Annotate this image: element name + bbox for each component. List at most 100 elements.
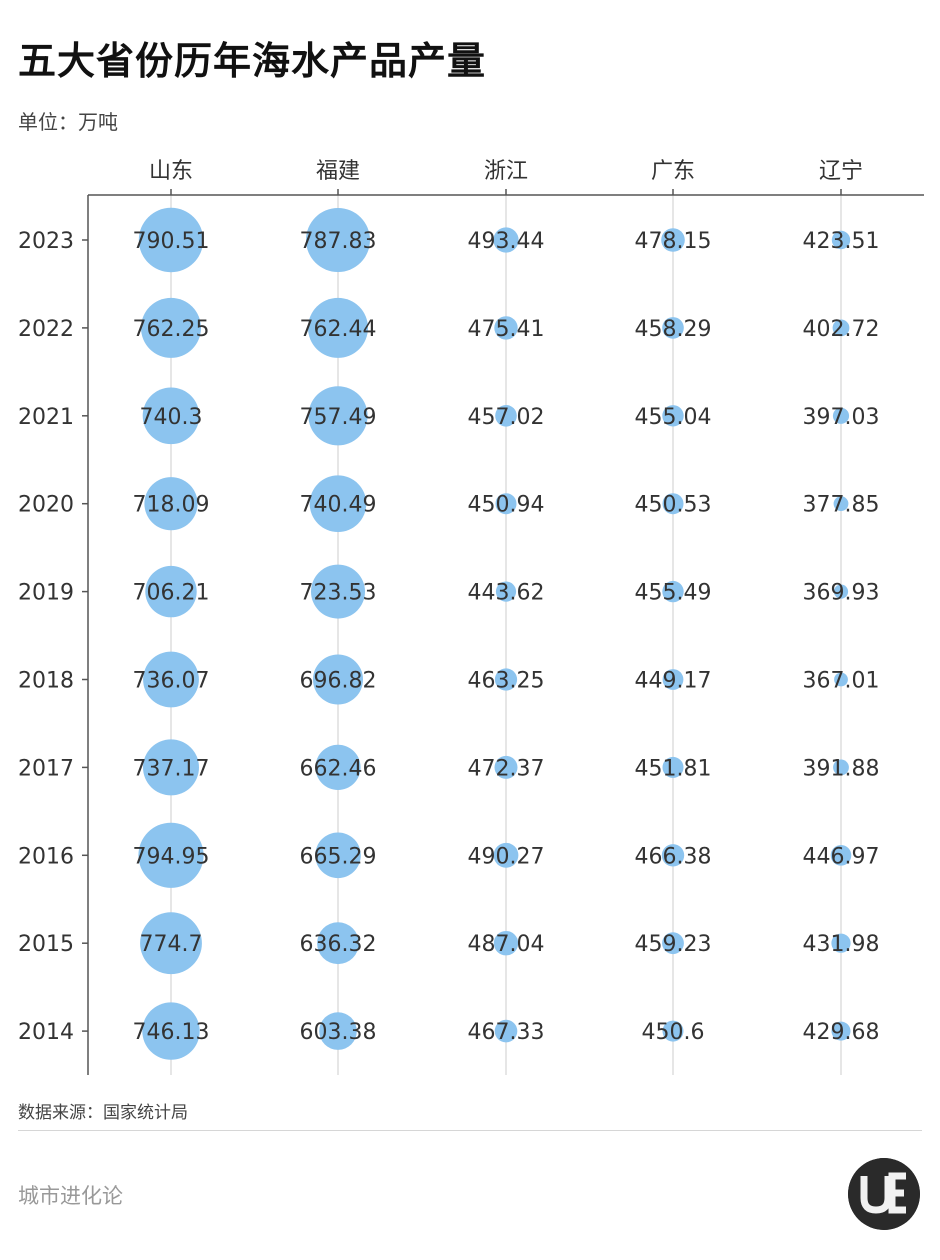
- data-label: 740.49: [300, 493, 377, 518]
- data-label: 466.38: [635, 844, 712, 869]
- data-label: 723.53: [300, 581, 377, 606]
- data-label: 493.44: [468, 229, 545, 254]
- data-label: 459.23: [635, 932, 712, 957]
- bubble: [495, 493, 517, 515]
- bubble: [311, 564, 365, 619]
- bubble: [317, 922, 359, 965]
- bubble: [494, 668, 518, 691]
- bubble: [662, 580, 684, 603]
- data-label: 450.94: [468, 493, 545, 518]
- bubble: [662, 317, 684, 339]
- bubble: [833, 584, 849, 599]
- bubble: [493, 227, 519, 253]
- bubble: [831, 230, 851, 250]
- footer-divider: [18, 1130, 922, 1131]
- data-label: 450.6: [642, 1020, 705, 1045]
- bubble: [662, 932, 684, 955]
- bubble: [662, 405, 684, 427]
- data-source-note: 数据来源：国家统计局: [18, 1103, 188, 1123]
- bubble: [315, 744, 361, 791]
- bubble: [143, 739, 199, 796]
- bubble: [831, 933, 851, 953]
- data-label: 746.13: [133, 1020, 210, 1045]
- row-label: 2022: [18, 317, 74, 342]
- data-label: 665.29: [300, 844, 377, 869]
- data-label: 662.46: [300, 756, 377, 781]
- brand-name: 城市进化论: [18, 1184, 123, 1208]
- bubble: [834, 672, 848, 687]
- bubble: [493, 931, 519, 956]
- bubble: [142, 1002, 200, 1060]
- bubble: [315, 832, 361, 879]
- data-label: 457.02: [468, 405, 545, 430]
- data-label: 740.3: [140, 405, 203, 430]
- bubble: [494, 1019, 518, 1043]
- bubble: [832, 407, 850, 424]
- row-label: 2014: [18, 1020, 74, 1045]
- data-label: 377.85: [803, 493, 880, 518]
- bubble: [662, 493, 684, 515]
- bubble: [309, 475, 367, 532]
- bubble: [319, 1012, 357, 1050]
- row-label: 2023: [18, 229, 74, 254]
- bubble: [833, 759, 849, 776]
- bubble: [308, 297, 368, 358]
- data-label: 718.09: [133, 493, 210, 518]
- data-label: 402.72: [803, 317, 880, 342]
- bubble: [138, 207, 204, 273]
- bubble: [832, 319, 850, 337]
- data-label: 450.53: [635, 493, 712, 518]
- bubble: [145, 565, 197, 618]
- data-label: 391.88: [803, 756, 880, 781]
- data-label: 397.03: [803, 405, 880, 430]
- row-label: 2018: [18, 669, 74, 694]
- data-label: 446.97: [803, 844, 880, 869]
- chart-title: 五大省份历年海水产品产量: [18, 39, 487, 83]
- data-label: 737.17: [133, 756, 210, 781]
- ue-logo-icon: [848, 1158, 920, 1230]
- column-label: 福建: [316, 159, 360, 184]
- bubble: [495, 581, 517, 602]
- data-label: 603.38: [300, 1020, 377, 1045]
- bubble: [142, 387, 200, 445]
- data-label: 449.17: [635, 669, 712, 694]
- data-label: 475.41: [468, 317, 545, 342]
- column-label: 广东: [651, 159, 695, 184]
- row-label: 2019: [18, 581, 74, 606]
- data-label: 463.25: [468, 669, 545, 694]
- bubble: [662, 669, 684, 690]
- bubble: [140, 912, 202, 975]
- bubble: [494, 755, 518, 779]
- data-label: 790.51: [133, 229, 210, 254]
- bubble: [830, 845, 852, 866]
- data-label: 429.68: [803, 1020, 880, 1045]
- data-label: 431.98: [803, 932, 880, 957]
- data-label: 787.83: [300, 229, 377, 254]
- chart-unit-label: 单位：万吨: [18, 110, 118, 134]
- data-label: 636.32: [300, 932, 377, 957]
- bubble: [141, 297, 201, 358]
- bubble: [495, 405, 517, 427]
- data-label: 458.29: [635, 317, 712, 342]
- column-label: 辽宁: [819, 159, 863, 184]
- data-label: 762.44: [300, 317, 377, 342]
- data-label: 467.33: [468, 1020, 545, 1045]
- bubble: [662, 1020, 684, 1042]
- data-label: 696.82: [300, 669, 377, 694]
- data-label: 490.27: [468, 844, 545, 869]
- bubble: [493, 842, 519, 868]
- data-label: 423.51: [803, 229, 880, 254]
- data-label: 472.37: [468, 756, 545, 781]
- bubble: [661, 844, 685, 867]
- brand-logo: [848, 1158, 920, 1230]
- data-label: 736.07: [133, 669, 210, 694]
- data-label: 455.49: [635, 581, 712, 606]
- bubble: [144, 477, 198, 531]
- row-label: 2020: [18, 493, 74, 518]
- bubble: [831, 1021, 851, 1041]
- bubble: [313, 654, 363, 705]
- row-label: 2017: [18, 756, 74, 781]
- data-label: 443.62: [468, 581, 545, 606]
- bubble: [143, 651, 199, 708]
- data-label: 757.49: [300, 405, 377, 430]
